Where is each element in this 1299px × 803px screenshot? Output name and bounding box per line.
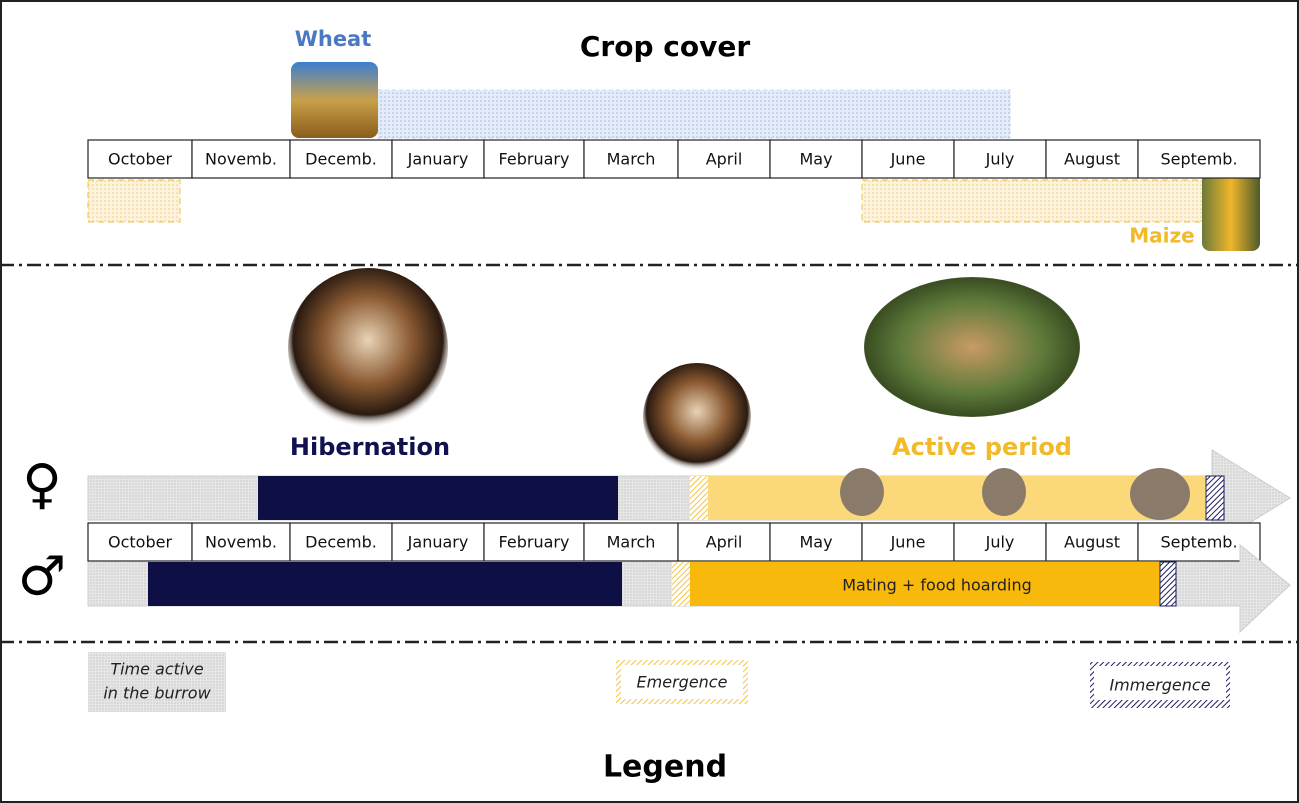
- female-symbol: ♀: [22, 453, 62, 516]
- crop-title: Crop cover: [580, 30, 750, 63]
- month-cell: [769, 139, 863, 179]
- wheat-image: [291, 62, 378, 138]
- wheat-period: [377, 89, 1011, 139]
- legend-burrow: Time active: [110, 660, 204, 679]
- month-label: July: [985, 150, 1015, 169]
- month-cell: [191, 139, 291, 179]
- hamster-image: [864, 277, 1080, 417]
- female-immergence: [1205, 475, 1225, 521]
- legend-emergence-inner: [621, 665, 743, 699]
- female-active: [708, 476, 1205, 520]
- month-cell: [483, 522, 585, 562]
- month-cell: [1045, 139, 1139, 179]
- male-symbol: ♂: [18, 545, 66, 608]
- month-cell: [953, 139, 1047, 179]
- male-immergence: [1159, 561, 1177, 607]
- month-label: Decemb.: [305, 150, 377, 169]
- maize-period: [87, 179, 181, 223]
- month-label: April: [706, 150, 743, 169]
- month-label: August: [1064, 533, 1120, 552]
- legend-emergence: Emergence: [637, 673, 728, 692]
- legend-immergence-inner: [1094, 666, 1226, 700]
- maize-label: Maize: [1129, 224, 1194, 248]
- month-cell: [583, 139, 679, 179]
- month-label: June: [890, 533, 926, 552]
- month-cell: [861, 522, 955, 562]
- month-cell: [861, 139, 955, 179]
- male-emergence: [672, 562, 690, 606]
- maize-image: [1202, 165, 1260, 251]
- month-cell: [1045, 522, 1139, 562]
- male-hibernation: [148, 562, 622, 606]
- legend-immergence: Immergence: [1109, 676, 1210, 695]
- month-label: August: [1064, 150, 1120, 169]
- month-cell: [583, 522, 679, 562]
- male-active: [690, 562, 1160, 606]
- maize-period: [861, 179, 1211, 223]
- hamster-image: [643, 363, 751, 471]
- month-label: April: [706, 533, 743, 552]
- month-row: October Novemb. Decemb. January February Marc…: [87, 139, 1261, 179]
- legend-burrow: in the burrow: [103, 684, 211, 703]
- month-row: October Novemb. Decemb. January February Marc…: [87, 522, 1261, 562]
- female-emergence: [690, 476, 708, 520]
- month-label: Septemb.: [1160, 150, 1237, 169]
- month-label: May: [799, 533, 832, 552]
- month-label: June: [890, 150, 926, 169]
- month-cell: [191, 522, 291, 562]
- month-cell: [483, 139, 585, 179]
- hamster-image: [288, 268, 448, 428]
- month-cell: [1137, 139, 1261, 179]
- month-label: January: [407, 533, 469, 552]
- litter-icon: [1130, 468, 1190, 520]
- legend-burrow-swatch: [88, 652, 226, 712]
- month-cell: [953, 522, 1047, 562]
- month-label: October: [108, 533, 172, 552]
- month-label: Novemb.: [205, 533, 277, 552]
- month-label: February: [499, 150, 570, 169]
- litter-icon: [840, 468, 884, 516]
- month-cell: [769, 522, 863, 562]
- active-label: Active period: [892, 433, 1072, 461]
- month-label: Septemb.: [1160, 533, 1237, 552]
- month-cell: [87, 139, 193, 179]
- litter-icon: [982, 468, 1026, 516]
- hibernation-label: Hibernation: [290, 433, 450, 461]
- month-cell: [289, 522, 393, 562]
- mating-label: Mating + food hoarding: [842, 576, 1032, 595]
- litters: [840, 468, 1190, 520]
- month-label: Novemb.: [205, 150, 277, 169]
- legend-title: Legend: [603, 750, 727, 785]
- month-label: March: [607, 533, 656, 552]
- month-label: July: [985, 533, 1015, 552]
- female-hibernation: [258, 476, 618, 520]
- month-cell: [391, 522, 485, 562]
- month-label: January: [407, 150, 469, 169]
- month-label: Decemb.: [305, 533, 377, 552]
- month-label: May: [799, 150, 832, 169]
- month-cell: [391, 139, 485, 179]
- wheat-label: Wheat: [295, 27, 372, 51]
- month-cell: [289, 139, 393, 179]
- month-label: March: [607, 150, 656, 169]
- month-label: October: [108, 150, 172, 169]
- month-label: February: [499, 533, 570, 552]
